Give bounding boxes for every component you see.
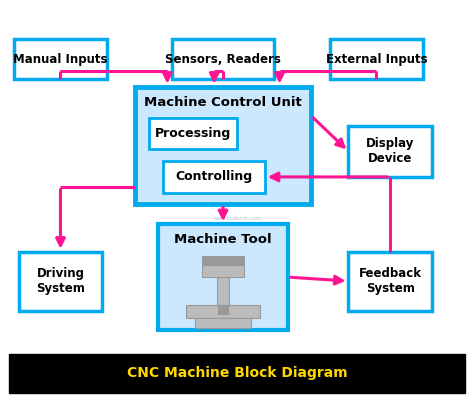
FancyBboxPatch shape [219, 305, 228, 314]
Text: Display
Device: Display Device [366, 138, 414, 165]
FancyBboxPatch shape [149, 118, 237, 150]
Text: Machine Tool: Machine Tool [174, 233, 272, 246]
FancyBboxPatch shape [14, 39, 107, 79]
FancyBboxPatch shape [202, 265, 244, 277]
FancyBboxPatch shape [202, 255, 244, 265]
Text: Controlling: Controlling [175, 170, 252, 183]
Text: Machine Control Unit: Machine Control Unit [144, 96, 302, 109]
Text: Sensors, Readers: Sensors, Readers [165, 53, 281, 65]
FancyBboxPatch shape [9, 354, 465, 393]
FancyBboxPatch shape [186, 305, 260, 318]
Text: Processing: Processing [155, 127, 231, 140]
FancyBboxPatch shape [195, 318, 251, 328]
Text: External Inputs: External Inputs [326, 53, 427, 65]
FancyBboxPatch shape [348, 251, 432, 310]
FancyBboxPatch shape [163, 161, 265, 192]
FancyBboxPatch shape [172, 39, 274, 79]
FancyBboxPatch shape [330, 39, 423, 79]
FancyBboxPatch shape [217, 277, 229, 305]
Text: Driving
System: Driving System [36, 267, 85, 295]
Text: www.thetech.com: www.thetech.com [212, 216, 262, 221]
FancyBboxPatch shape [135, 87, 311, 205]
Text: Manual Inputs: Manual Inputs [13, 53, 108, 65]
Text: CNC Machine Block Diagram: CNC Machine Block Diagram [127, 367, 347, 381]
FancyBboxPatch shape [18, 251, 102, 310]
FancyBboxPatch shape [348, 126, 432, 177]
FancyBboxPatch shape [158, 224, 288, 330]
Text: Feedback
System: Feedback System [359, 267, 422, 295]
